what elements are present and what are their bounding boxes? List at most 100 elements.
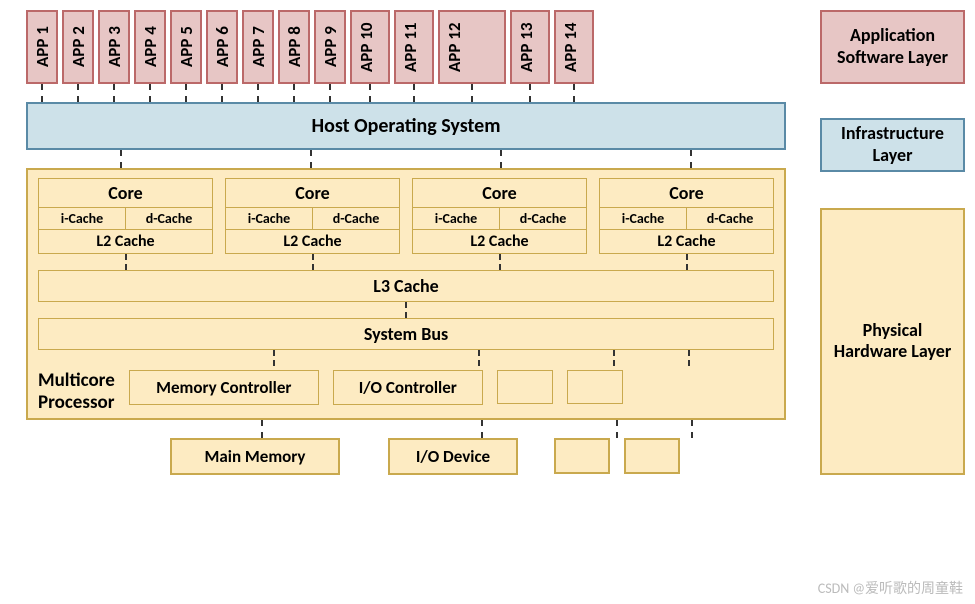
legend-hw-layer: Physical Hardware Layer [820, 208, 965, 475]
bus-ctrl-dash [273, 350, 275, 366]
legend-infra-layer: Infrastructure Layer [820, 118, 965, 172]
dcache: d-Cache [313, 208, 399, 230]
app-dash [98, 84, 130, 102]
core-l3-dash [599, 254, 774, 270]
app-dash [278, 84, 310, 102]
core-box: Corei-Cached-CacheL2 Cache [38, 178, 213, 254]
app-dash-row [10, 84, 802, 102]
icache: i-Cache [39, 208, 126, 230]
ctrl-device-dash [616, 420, 618, 438]
core-box: Corei-Cached-CacheL2 Cache [599, 178, 774, 254]
l2-cache: L2 Cache [39, 230, 212, 253]
app-dash [394, 84, 434, 102]
processor-label-l1: Multicore [38, 370, 115, 392]
dcache: d-Cache [500, 208, 586, 230]
os-core-dash [596, 150, 786, 168]
app-dash [242, 84, 274, 102]
l2-cache: L2 Cache [413, 230, 586, 253]
app-dash [206, 84, 238, 102]
l2-cache: L2 Cache [226, 230, 399, 253]
io-device-box: I/O Device [388, 438, 518, 475]
icache: i-Cache [600, 208, 687, 230]
ctrl-device-dash [481, 420, 483, 438]
ctrl-device-dash [691, 420, 693, 438]
core-title: Core [226, 179, 399, 208]
app-box: APP 5 [170, 10, 202, 84]
watermark-text: CSDN @爱听歌的周童鞋 [818, 578, 963, 598]
app-box: APP 1 [26, 10, 58, 84]
device-empty-2 [624, 438, 680, 474]
app-dash [314, 84, 346, 102]
host-os-box: Host Operating System [26, 102, 786, 150]
app-box: APP 11 [394, 10, 434, 84]
app-dash [170, 84, 202, 102]
system-bus-box: System Bus [38, 318, 774, 350]
os-core-dash [406, 150, 596, 168]
legend-app-layer: Application Software Layer [820, 10, 965, 84]
device-empty-1 [554, 438, 610, 474]
l1-row: i-Cached-Cache [413, 208, 586, 230]
l2-cache: L2 Cache [600, 230, 773, 253]
app-box: APP 10 [350, 10, 390, 84]
core-title: Core [413, 179, 586, 208]
memory-controller-box: Memory Controller [129, 370, 319, 405]
app-dash [554, 84, 594, 102]
l1-row: i-Cached-Cache [39, 208, 212, 230]
core-title: Core [39, 179, 212, 208]
app-box: APP 7 [242, 10, 274, 84]
app-dash [438, 84, 506, 102]
left-column: APP 1APP 2APP 3APP 4APP 5APP 6APP 7APP 8… [10, 10, 802, 475]
legend-column: Application Software Layer Infrastructur… [820, 10, 965, 475]
processor-label-l2: Processor [38, 392, 115, 414]
app-dash [26, 84, 58, 102]
main-memory-box: Main Memory [170, 438, 340, 475]
os-dash-row [26, 150, 786, 168]
processor-box: Corei-Cached-CacheL2 CacheCorei-Cached-C… [26, 168, 786, 420]
app-dash [510, 84, 550, 102]
icache: i-Cache [413, 208, 500, 230]
app-box: APP 3 [98, 10, 130, 84]
core-box: Corei-Cached-CacheL2 Cache [225, 178, 400, 254]
l3-cache-box: L3 Cache [38, 270, 774, 302]
diagram-root: APP 1APP 2APP 3APP 4APP 5APP 6APP 7APP 8… [10, 10, 965, 475]
dcache: d-Cache [126, 208, 212, 230]
app-box: APP 12 [438, 10, 506, 84]
app-box: APP 2 [62, 10, 94, 84]
core-l3-dash [38, 254, 213, 270]
bus-ctrl-dash [478, 350, 480, 366]
below-dash-row [26, 420, 786, 438]
controller-empty-1 [497, 370, 553, 404]
processor-label: Multicore Processor [38, 370, 115, 414]
devices-row: Main Memory I/O Device [26, 438, 786, 475]
bus-ctrl-dash [688, 350, 690, 366]
app-box: APP 9 [314, 10, 346, 84]
app-row: APP 1APP 2APP 3APP 4APP 5APP 6APP 7APP 8… [10, 10, 802, 84]
icache: i-Cache [226, 208, 313, 230]
l1-row: i-Cached-Cache [226, 208, 399, 230]
app-dash [350, 84, 390, 102]
os-core-dash [216, 150, 406, 168]
l3-dash [38, 302, 774, 318]
core-box: Corei-Cached-CacheL2 Cache [412, 178, 587, 254]
app-dash [134, 84, 166, 102]
dcache: d-Cache [687, 208, 773, 230]
core-title: Core [600, 179, 773, 208]
app-dash [62, 84, 94, 102]
app-box: APP 4 [134, 10, 166, 84]
controllers-row: Multicore Processor Memory Controller I/… [38, 370, 774, 414]
app-box: APP 6 [206, 10, 238, 84]
controller-empty-2 [567, 370, 623, 404]
bus-dash [38, 350, 774, 366]
os-core-dash [26, 150, 216, 168]
app-box: APP 14 [554, 10, 594, 84]
app-box: APP 13 [510, 10, 550, 84]
core-dash-row [38, 254, 774, 270]
app-box: APP 8 [278, 10, 310, 84]
io-controller-box: I/O Controller [333, 370, 483, 405]
ctrl-device-dash [261, 420, 263, 438]
core-l3-dash [225, 254, 400, 270]
core-l3-dash [412, 254, 587, 270]
l1-row: i-Cached-Cache [600, 208, 773, 230]
cores-row: Corei-Cached-CacheL2 CacheCorei-Cached-C… [38, 178, 774, 254]
bus-ctrl-dash [613, 350, 615, 366]
